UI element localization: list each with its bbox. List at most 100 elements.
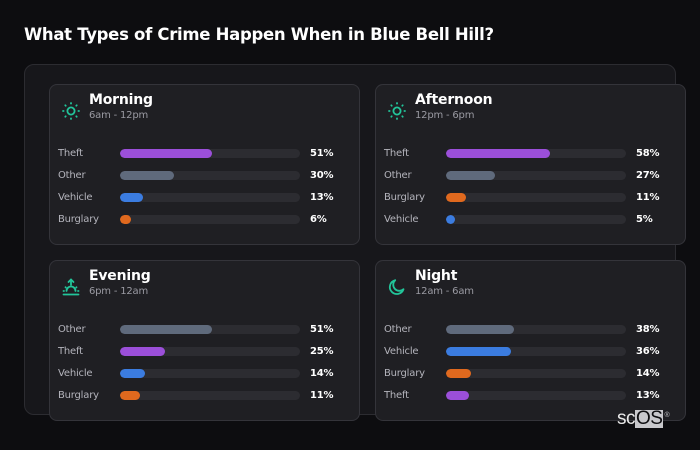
bar-track xyxy=(120,215,300,224)
bar-label: Vehicle xyxy=(58,368,93,379)
bar-list: Theft 58% Other 27% Burglary 11% Vehicle… xyxy=(376,145,685,233)
bar-value: 30% xyxy=(310,170,334,181)
bar-track xyxy=(446,171,626,180)
bar-fill xyxy=(446,215,455,224)
bar-label: Burglary xyxy=(58,214,99,225)
logo-text-os: OS xyxy=(635,408,664,429)
bar-track xyxy=(120,391,300,400)
bar-track xyxy=(120,347,300,356)
bar-fill xyxy=(120,369,146,378)
bar-value: 51% xyxy=(310,324,334,335)
bar-label: Other xyxy=(384,170,412,181)
bar-track xyxy=(446,369,626,378)
bar-value: 25% xyxy=(310,346,334,357)
bar-list: Theft 51% Other 30% Vehicle 13% Burglary… xyxy=(50,145,359,233)
bar-value: 11% xyxy=(310,390,334,401)
bar-label: Other xyxy=(58,170,86,181)
bar-fill xyxy=(120,325,212,334)
bar-value: 13% xyxy=(636,390,660,401)
bar-track xyxy=(120,171,300,180)
registered-mark: ® xyxy=(664,412,670,419)
bar-label: Vehicle xyxy=(58,192,93,203)
bar-list: Other 51% Theft 25% Vehicle 14% Burglary… xyxy=(50,321,359,409)
bar-row: Vehicle 36% xyxy=(376,343,685,365)
bar-row: Other 30% xyxy=(50,167,359,189)
card-title: Afternoon xyxy=(415,92,493,108)
card-evening: Evening 6pm - 12am Other 51% Theft 25% V… xyxy=(49,260,360,421)
sun-icon xyxy=(61,101,81,121)
bar-row: Burglary 6% xyxy=(50,211,359,233)
bar-fill xyxy=(120,347,165,356)
bar-label: Other xyxy=(58,324,86,335)
bar-value: 6% xyxy=(310,214,327,225)
bar-row: Theft 58% xyxy=(376,145,685,167)
bar-label: Theft xyxy=(58,346,83,357)
bar-row: Burglary 14% xyxy=(376,365,685,387)
bar-value: 51% xyxy=(310,148,334,159)
bar-label: Theft xyxy=(384,390,409,401)
bar-row: Vehicle 13% xyxy=(50,189,359,211)
card-night: Night 12am - 6am Other 38% Vehicle 36% B… xyxy=(375,260,686,421)
bar-value: 58% xyxy=(636,148,660,159)
card-time-range: 12am - 6am xyxy=(415,286,474,297)
bar-value: 27% xyxy=(636,170,660,181)
bar-track xyxy=(120,149,300,158)
bar-row: Burglary 11% xyxy=(50,387,359,409)
bar-label: Vehicle xyxy=(384,214,419,225)
bar-track xyxy=(120,193,300,202)
bar-label: Burglary xyxy=(58,390,99,401)
logo-text-sc: sc xyxy=(617,408,636,429)
bar-value: 36% xyxy=(636,346,660,357)
bar-row: Other 38% xyxy=(376,321,685,343)
bar-track xyxy=(120,369,300,378)
bar-track xyxy=(446,347,626,356)
bar-fill xyxy=(120,391,140,400)
bar-track xyxy=(446,391,626,400)
bar-label: Theft xyxy=(58,148,83,159)
moon-icon xyxy=(387,277,407,297)
bar-fill xyxy=(446,171,495,180)
bar-fill xyxy=(120,193,144,202)
sun-icon xyxy=(387,101,407,121)
bar-row: Vehicle 5% xyxy=(376,211,685,233)
bar-value: 38% xyxy=(636,324,660,335)
bar-label: Other xyxy=(384,324,412,335)
bar-row: Theft 51% xyxy=(50,145,359,167)
bar-fill xyxy=(446,325,515,334)
bar-fill xyxy=(446,369,472,378)
bar-fill xyxy=(446,391,470,400)
card-title: Morning xyxy=(89,92,153,108)
bar-track xyxy=(446,193,626,202)
bar-value: 13% xyxy=(310,192,334,203)
bar-fill xyxy=(446,149,551,158)
bar-row: Other 27% xyxy=(376,167,685,189)
bar-track xyxy=(120,325,300,334)
card-time-range: 12pm - 6pm xyxy=(415,110,475,121)
bar-row: Burglary 11% xyxy=(376,189,685,211)
sunset-icon xyxy=(61,277,81,297)
bar-row: Theft 25% xyxy=(50,343,359,365)
bar-track xyxy=(446,149,626,158)
page-title: What Types of Crime Happen When in Blue … xyxy=(24,25,494,44)
bar-value: 14% xyxy=(636,368,660,379)
bar-row: Vehicle 14% xyxy=(50,365,359,387)
bar-value: 14% xyxy=(310,368,334,379)
card-time-range: 6pm - 12am xyxy=(89,286,149,297)
card-title: Evening xyxy=(89,268,151,284)
bar-track xyxy=(446,325,626,334)
bar-label: Theft xyxy=(384,148,409,159)
bar-fill xyxy=(120,215,131,224)
scos-logo: sc OS ® xyxy=(617,408,670,429)
bar-value: 5% xyxy=(636,214,653,225)
bar-row: Other 51% xyxy=(50,321,359,343)
bar-value: 11% xyxy=(636,192,660,203)
bar-fill xyxy=(446,193,466,202)
bar-label: Vehicle xyxy=(384,346,419,357)
bar-label: Burglary xyxy=(384,368,425,379)
bar-list: Other 38% Vehicle 36% Burglary 14% Theft… xyxy=(376,321,685,409)
bar-label: Burglary xyxy=(384,192,425,203)
card-title: Night xyxy=(415,268,458,284)
bar-fill xyxy=(120,149,212,158)
bar-fill xyxy=(120,171,174,180)
bar-track xyxy=(446,215,626,224)
